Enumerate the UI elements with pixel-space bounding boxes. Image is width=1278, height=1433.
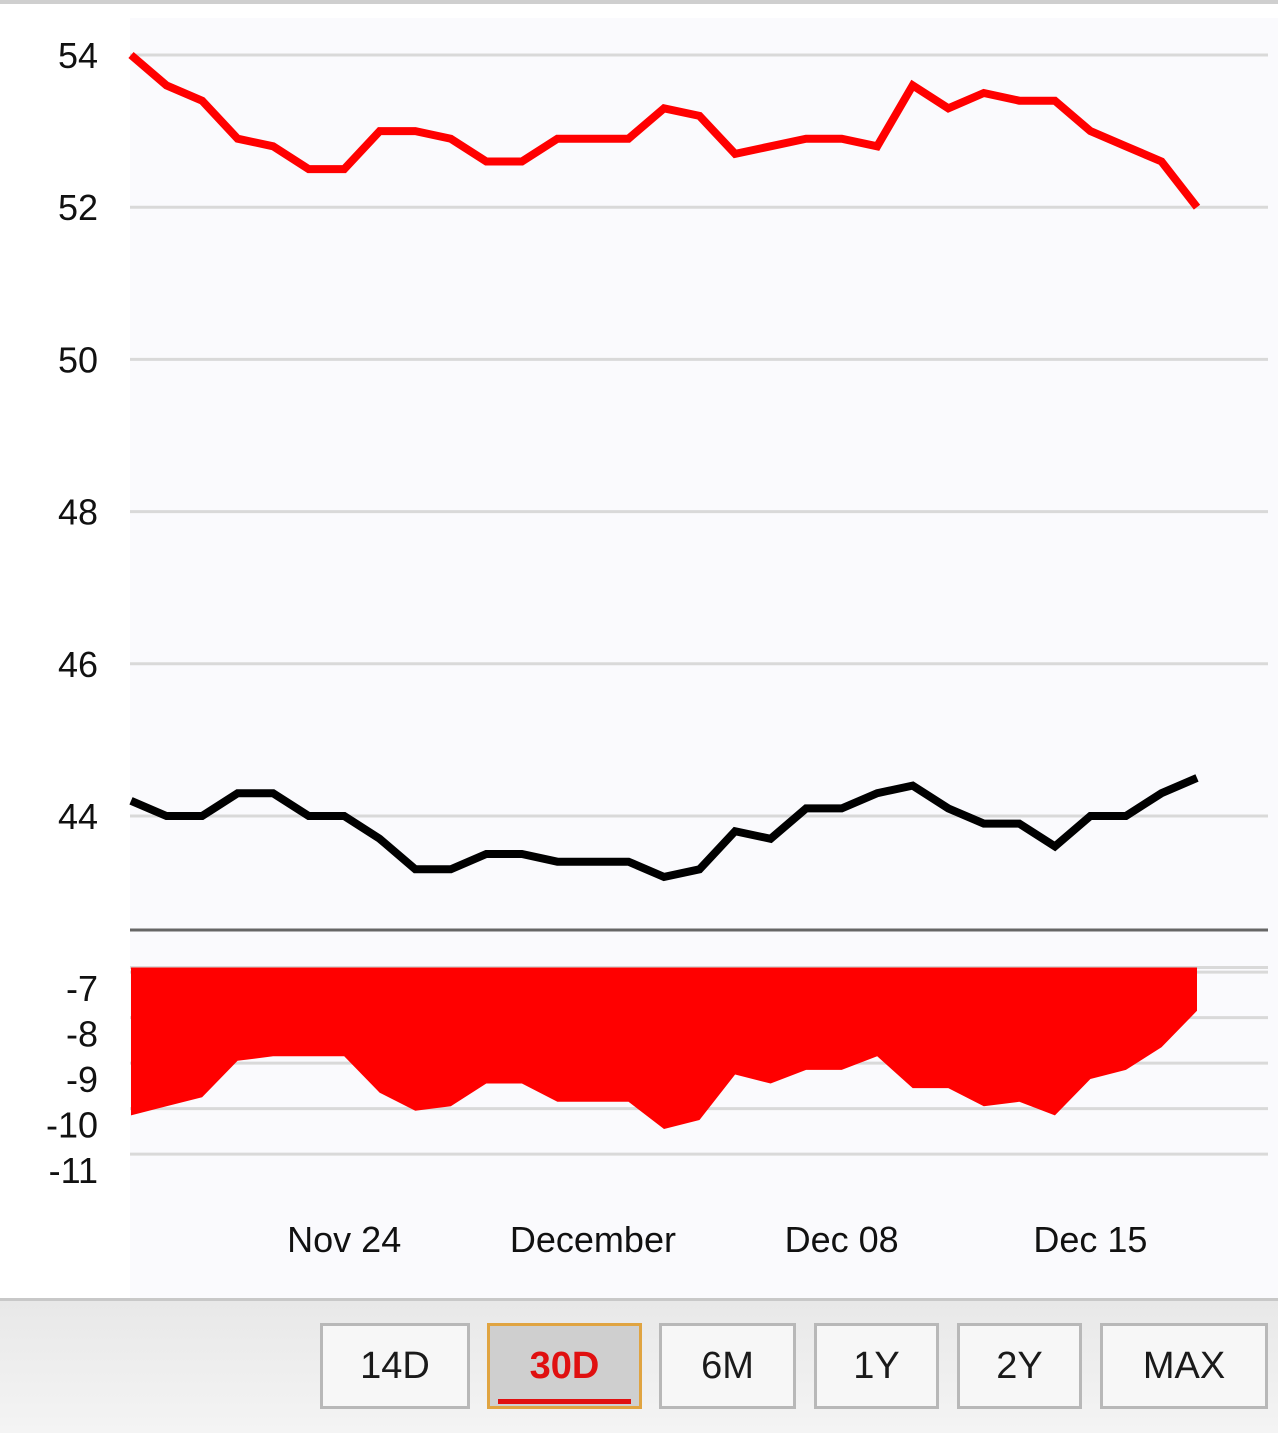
spread-y-tick-label: -8 (66, 1014, 98, 1055)
main-y-tick-label: 48 (58, 492, 98, 533)
spread-y-tick-label: -9 (66, 1059, 98, 1100)
series-line-upper (128, 51, 1201, 210)
series-line-lower (129, 774, 1199, 882)
spread-y-tick-label: -7 (66, 968, 98, 1009)
x-tick-label: December (510, 1219, 676, 1260)
x-tick-label: Dec 08 (785, 1219, 899, 1260)
spread-area (131, 967, 1197, 1129)
main-y-tick-label: 50 (58, 339, 98, 380)
range-button-6m[interactable]: 6M (659, 1323, 796, 1409)
x-tick-label: Nov 24 (287, 1219, 401, 1260)
range-button-max[interactable]: MAX (1100, 1323, 1268, 1409)
range-button-30d[interactable]: 30D (487, 1323, 642, 1409)
main-y-tick-label: 44 (58, 796, 98, 837)
main-y-tick-label: 46 (58, 644, 98, 685)
main-y-tick-label: 54 (58, 35, 98, 76)
main-y-axis: 54 52 50 48 46 44 (58, 35, 98, 837)
range-button-2y[interactable]: 2Y (957, 1323, 1082, 1409)
spread-y-axis: -7 -8-9 -10-11 (46, 968, 98, 1191)
range-button-14d[interactable]: 14D (320, 1323, 470, 1409)
spread-y-tick-label: -10 (46, 1105, 98, 1146)
main-y-tick-label: 52 (58, 187, 98, 228)
spread-y-tick-label: -11 (49, 1150, 98, 1191)
x-tick-label: Dec 15 (1033, 1219, 1147, 1260)
main-line-series (128, 51, 1201, 882)
range-button-1y[interactable]: 1Y (814, 1323, 939, 1409)
top-divider (0, 0, 1278, 4)
x-axis: Nov 24 December Dec 08 Dec 15 (287, 1219, 1147, 1260)
range-toolbar: 14D 30D 6M 1Y 2Y MAX (0, 1298, 1278, 1433)
spread-area-series (131, 967, 1197, 1129)
chart-area: 54 52 50 48 46 44 -7 -8-9 -10-11 Nov 24 December… (45, 35, 1268, 1260)
